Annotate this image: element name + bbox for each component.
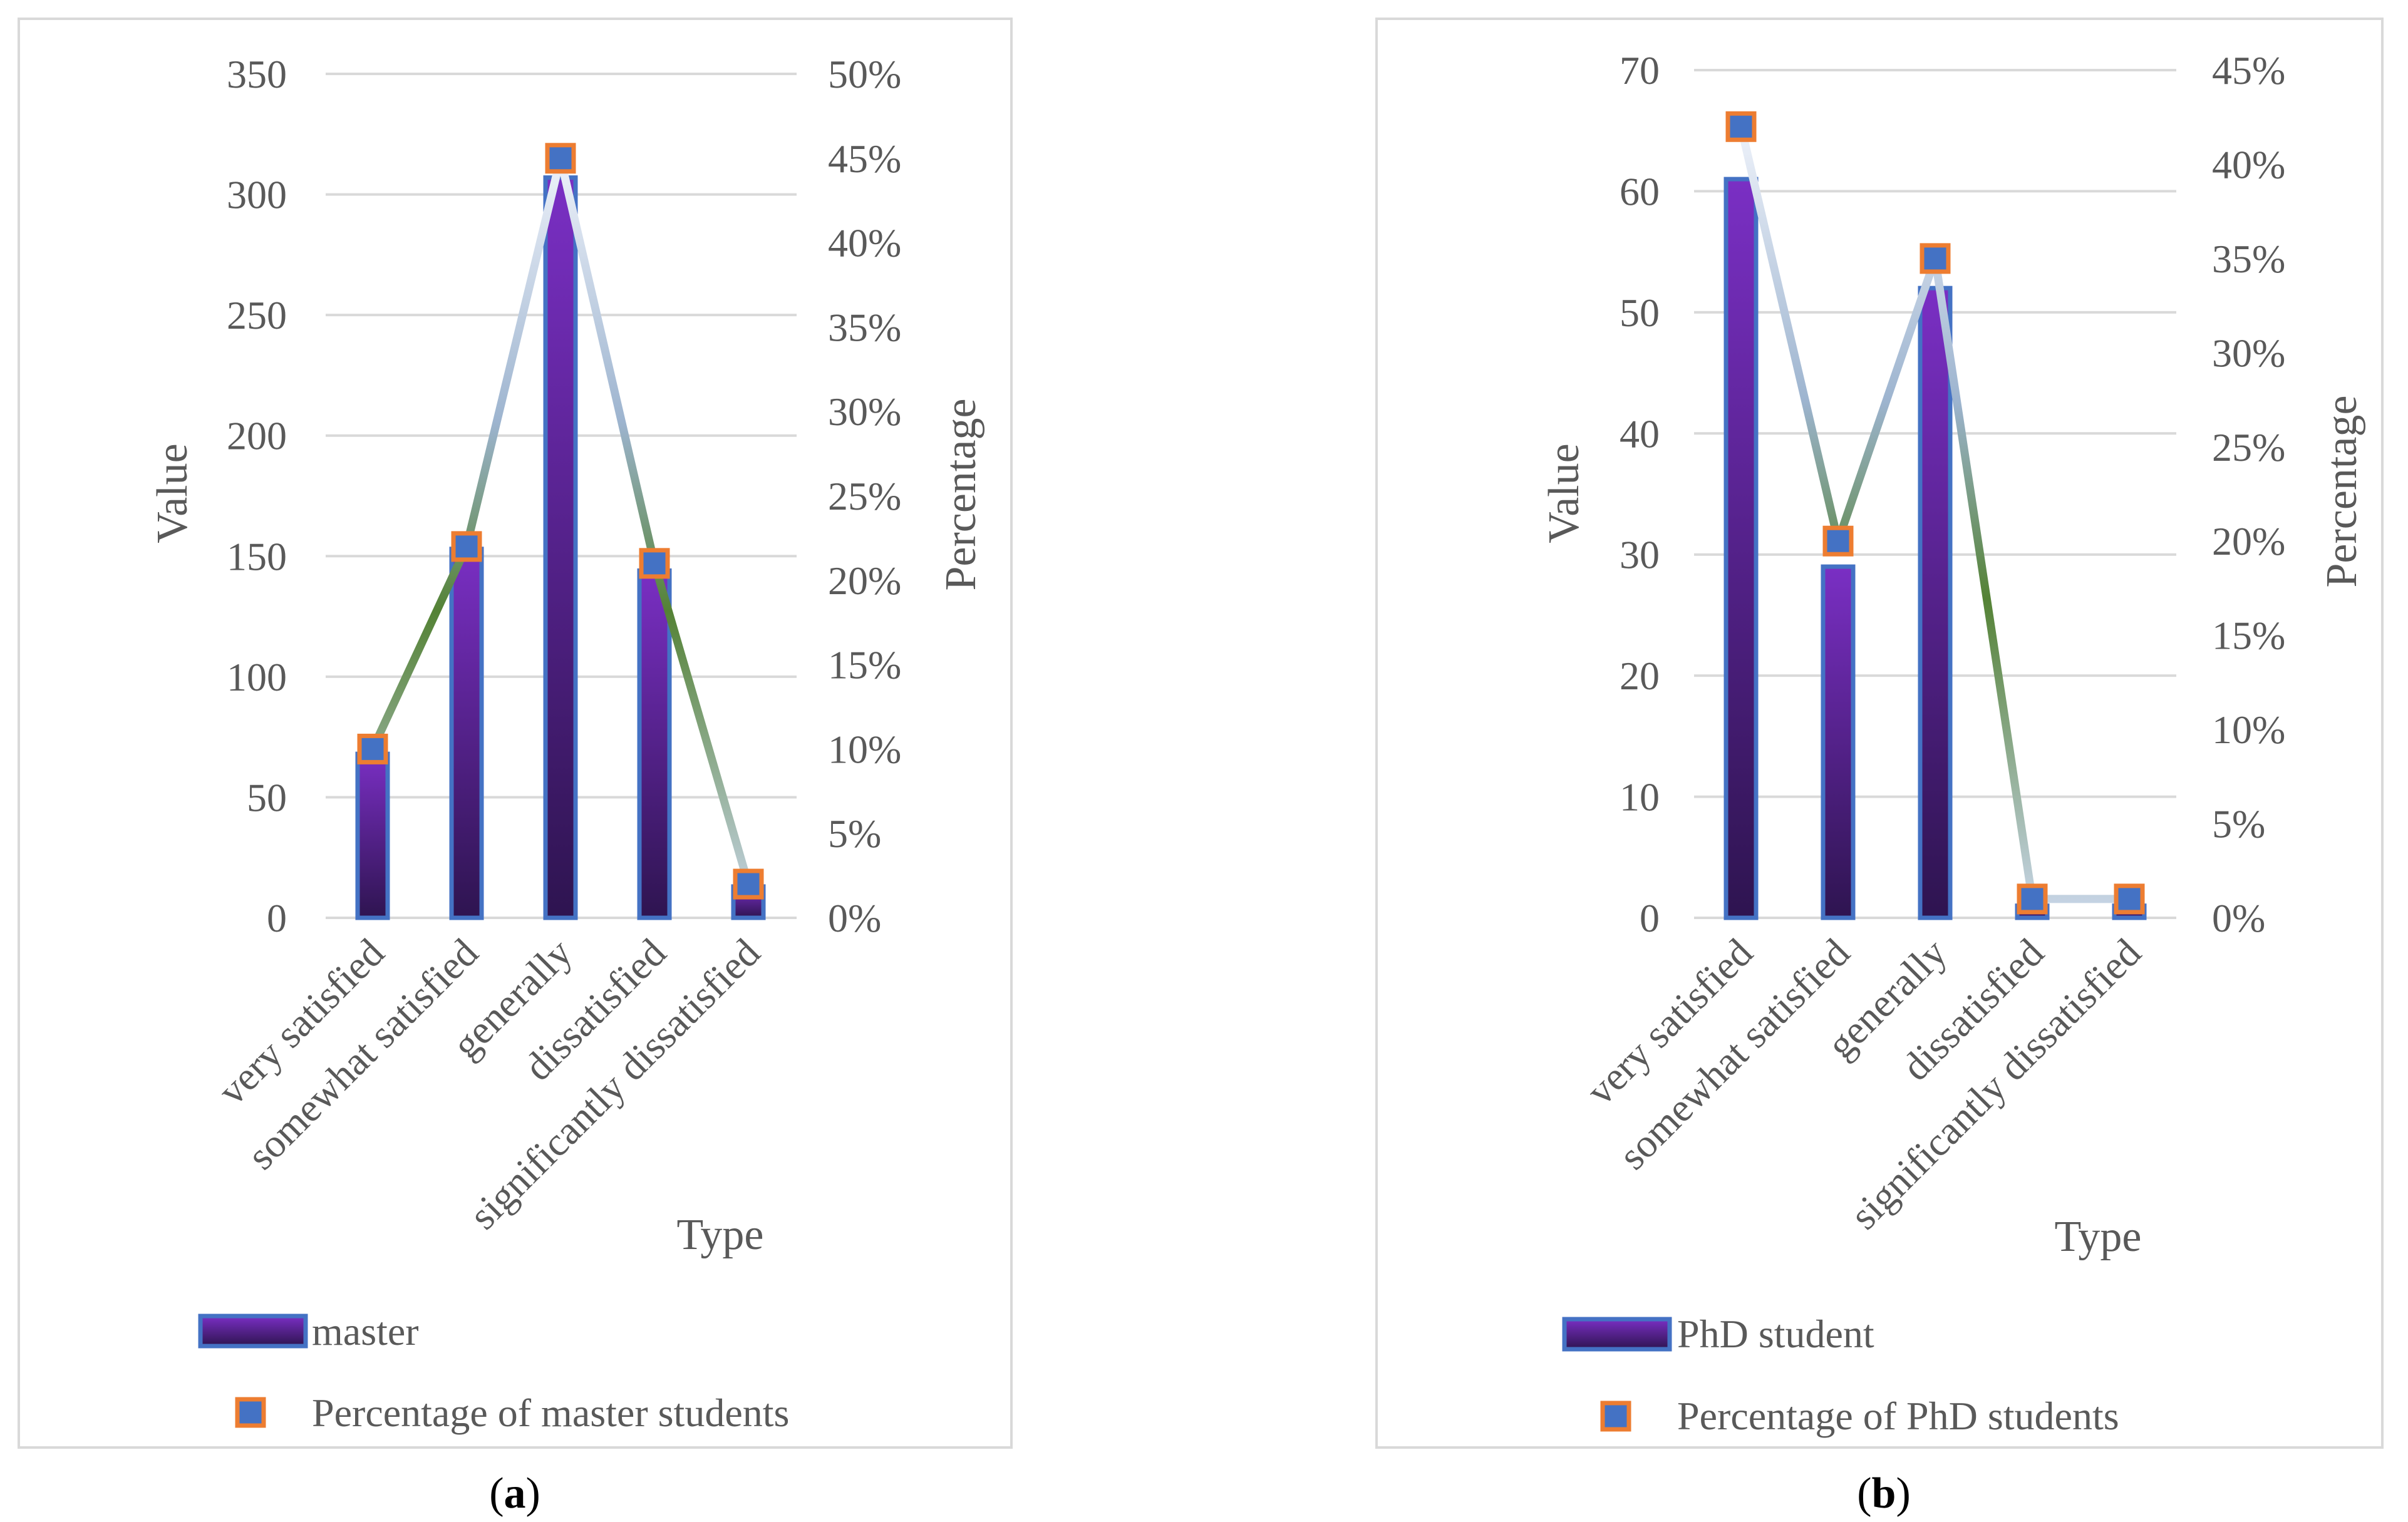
y-tick-label: 70 (1620, 48, 1660, 93)
y2-tick-label: 0% (2212, 896, 2265, 940)
y2-tick-label: 45% (2212, 48, 2285, 93)
y2-tick-label: 40% (2212, 142, 2285, 187)
legend-marker (1600, 1401, 1631, 1432)
bar-dissatisfied (637, 568, 672, 920)
legend-item-bar: PhD student (1562, 1312, 1874, 1356)
panel-b-y2-axis-title: Percentage (2318, 395, 2366, 587)
bar-very-satisfied (1723, 177, 1759, 920)
y-tick-label: 60 (1620, 169, 1660, 213)
legend-label: master (312, 1309, 419, 1354)
panel-a-legend: master Percentage of master students (194, 1309, 789, 1435)
y2-tick-label: 15% (2212, 614, 2285, 658)
percentage-marker (545, 143, 576, 174)
y2-tick-label: 0% (828, 896, 881, 940)
y2-tick-label: 25% (828, 474, 901, 518)
legend-label: Percentage of PhD students (1677, 1394, 2119, 1438)
y2-tick-label: 20% (828, 558, 901, 603)
y2-tick-label: 40% (828, 221, 901, 265)
y-tick-label: 0 (267, 896, 287, 940)
bar-somewhat-satisfied (1821, 564, 1856, 920)
panel-a-bars (355, 175, 766, 920)
y-tick-label: 50 (247, 775, 287, 820)
panel-label-a-text: (a) (489, 1469, 540, 1518)
legend-label: Percentage of master students (312, 1391, 789, 1435)
panel-a-y-ticks: 0 50 100 150 200 250 300 350 (227, 52, 287, 940)
y2-tick-label: 5% (828, 811, 881, 856)
chart-panel-a: 0 50 100 150 200 250 300 350 0% 5% 10% 15% 20% 25% 30… (18, 18, 1013, 1449)
chart-panel-b: 0 10 20 30 40 50 60 70 0% 5% 10% 15% 20% 25% 30% 35% 40… (1375, 18, 2384, 1449)
legend-swatch-bar (198, 1314, 308, 1349)
bar-very-satisfied (355, 751, 390, 920)
panel-a-y-axis-title: Value (148, 443, 197, 543)
y2-tick-label: 10% (828, 727, 901, 771)
y-tick-label: 0 (1640, 896, 1660, 940)
y2-tick-label: 20% (2212, 519, 2285, 563)
y-tick-label: 300 (227, 173, 287, 217)
legend-label: PhD student (1677, 1312, 1874, 1356)
panel-a-y2-ticks: 0% 5% 10% 15% 20% 25% 30% 35% 40% 45% 50% (828, 52, 901, 940)
panel-a-line (357, 143, 764, 900)
panel-b-y2-ticks: 0% 5% 10% 15% 20% 25% 30% 35% 40% 45% (2212, 48, 2285, 940)
panel-label-b: (b) (1857, 1469, 1911, 1518)
panel-a-x-axis-title: Type (677, 1211, 764, 1259)
percentage-marker (1725, 111, 1757, 142)
y-tick-label: 150 (227, 534, 287, 578)
percentage-marker (733, 868, 764, 900)
y-tick-label: 350 (227, 52, 287, 96)
panel-b-y-axis-title: Value (1540, 443, 1588, 543)
panel-b-frame (1375, 18, 2384, 1449)
legend-marker (235, 1397, 266, 1428)
panel-label-b-text: (b) (1857, 1469, 1911, 1518)
y2-tick-label: 5% (2212, 802, 2265, 846)
y-tick-label: 40 (1620, 411, 1660, 456)
y2-tick-label: 30% (2212, 331, 2285, 375)
percentage-marker (1920, 243, 1951, 274)
y2-tick-label: 50% (828, 52, 901, 96)
y-tick-label: 50 (1620, 291, 1660, 335)
y2-tick-label: 30% (828, 389, 901, 434)
percentage-marker (451, 531, 482, 562)
panel-b-x-axis-title: Type (2055, 1213, 2142, 1261)
panel-label-a: (a) (489, 1469, 540, 1518)
y-tick-label: 20 (1620, 654, 1660, 698)
panel-a-y2-axis-title: Percentage (937, 398, 985, 590)
y2-tick-label: 35% (828, 305, 901, 349)
panel-b-legend: PhD student Percentage of PhD students (1559, 1312, 2119, 1438)
y2-tick-label: 10% (2212, 707, 2285, 752)
bar-generally (543, 175, 578, 920)
percentage-marker (357, 733, 388, 764)
y2-tick-label: 35% (2212, 237, 2285, 281)
legend-item-line: Percentage of master students (194, 1391, 789, 1435)
y2-tick-label: 15% (828, 643, 901, 687)
y-tick-label: 30 (1620, 533, 1660, 577)
panel-b-y-ticks: 0 10 20 30 40 50 60 70 (1620, 48, 1660, 940)
legend-swatch-bar (1562, 1317, 1672, 1352)
y2-tick-label: 45% (828, 136, 901, 181)
y-tick-label: 200 (227, 414, 287, 458)
y-tick-label: 250 (227, 293, 287, 337)
percentage-marker (2017, 883, 2048, 915)
bar-generally (1918, 285, 1953, 920)
legend-item-line: Percentage of PhD students (1559, 1394, 2119, 1438)
percentage-marker (639, 548, 670, 579)
y-tick-label: 100 (227, 655, 287, 699)
percentage-marker (1822, 525, 1854, 557)
percentage-marker (2114, 883, 2145, 915)
bar-somewhat-satisfied (449, 547, 484, 920)
y2-tick-label: 25% (2212, 425, 2285, 470)
panel-b-line (1725, 111, 2145, 915)
legend-item-bar: master (198, 1309, 419, 1354)
y-tick-label: 10 (1620, 775, 1660, 820)
panel-a-frame (18, 18, 1013, 1449)
